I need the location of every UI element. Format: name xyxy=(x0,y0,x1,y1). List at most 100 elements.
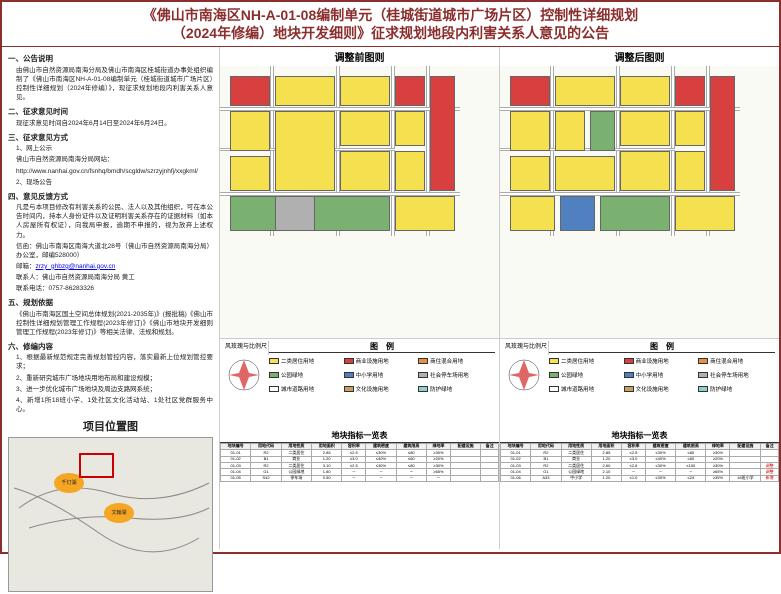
table-before-title: 地块指标一览表 xyxy=(220,429,499,443)
map-before-title: 调整前图则 xyxy=(220,47,499,66)
legend-item: 防护绿地 xyxy=(418,383,493,396)
parcel xyxy=(395,196,455,231)
parcel xyxy=(510,156,550,191)
s4-contact: 联系人：佛山市自然资源局南海分局 黄工 xyxy=(8,273,213,282)
table-cell xyxy=(450,475,480,481)
wind-rose-2 xyxy=(504,355,549,397)
table-cell: 1.20 xyxy=(591,475,621,481)
legend-swatch xyxy=(549,358,559,364)
legend-item: 商住混合用地 xyxy=(698,355,773,368)
legend-label: 商业设施用地 xyxy=(636,357,669,365)
map-after-canvas xyxy=(500,66,779,338)
legend-swatch xyxy=(269,386,279,392)
legend-label: 防护绿地 xyxy=(710,385,732,393)
s4-email: 邮箱：zrzy_ghbzg@nanhai.gov.cn xyxy=(8,262,213,271)
parcel xyxy=(600,196,670,231)
legend-item: 防护绿地 xyxy=(698,383,773,396)
legend-item: 公园绿地 xyxy=(549,369,624,382)
wind-rose-1 xyxy=(224,355,269,397)
table-cell: 01-06 xyxy=(501,475,531,481)
parcel xyxy=(560,196,595,231)
legend-label: 城市道路用地 xyxy=(561,385,594,393)
s3-item2: 佛山市自然资源局南海分局网站： xyxy=(8,155,213,164)
legend-item: 城市道路用地 xyxy=(269,383,344,396)
legend-row: 风玫瑰与比例尺 图 例 二类居住用地商业设施用地商住混合用地公园绿地中小学用地社… xyxy=(220,339,779,429)
legend-item: 文化设施用地 xyxy=(344,383,419,396)
s4-body: 凡是与本项目修改有利害关系的公民、法人以及其他组织，可在本公告时间内，持本人身份… xyxy=(8,203,213,239)
s6-2: 2、重新研究城市广场地块用地布局和建设规模； xyxy=(8,374,213,383)
section1-title: 一、公告说明 xyxy=(8,54,213,65)
legend-swatch xyxy=(698,386,708,392)
parcel xyxy=(395,151,425,191)
table-cell: S42 xyxy=(251,475,281,481)
legend-item: 商住混合用地 xyxy=(418,355,493,368)
table-cell: A33 xyxy=(531,475,561,481)
parcel xyxy=(275,76,335,106)
s4-phone: 联系电话：0757-86283326 xyxy=(8,284,213,293)
s6-4: 4、新增1所18班小学、1处社区文化活动站、1处社区党群服务中心。 xyxy=(8,396,213,414)
legend-label: 中小学用地 xyxy=(636,371,664,379)
legend-swatch xyxy=(269,372,279,378)
legend-items-1: 二类居住用地商业设施用地商住混合用地公园绿地中小学用地社会停车场用地城市道路用地… xyxy=(269,355,495,397)
legend-label: 社会停车场用地 xyxy=(430,371,469,379)
legend-item: 商业设施用地 xyxy=(624,355,699,368)
section4-title: 四、意见反馈方式 xyxy=(8,192,213,203)
parcel xyxy=(510,196,555,231)
legend-swatch xyxy=(344,372,354,378)
legend-item: 中小学用地 xyxy=(344,369,419,382)
legend-item: 城市道路用地 xyxy=(549,383,624,396)
s3-item1: 1、网上公示 xyxy=(8,144,213,153)
legend-label: 文化设施用地 xyxy=(636,385,669,393)
parcel xyxy=(230,76,270,106)
table-cell: ≤24 xyxy=(676,475,706,481)
parcel xyxy=(510,76,550,106)
s3-item3: 2、现场公告 xyxy=(8,178,213,187)
location-map-title: 项目位置图 xyxy=(8,420,213,435)
legend-label: 公园绿地 xyxy=(281,371,303,379)
section2-body: 现征求意见时间自2024年6月14日至2024年6月24日。 xyxy=(8,119,213,128)
parcel xyxy=(555,156,615,191)
table-cell: 停车场 xyxy=(281,475,311,481)
legend-swatch xyxy=(698,358,708,364)
table-cell: － xyxy=(396,475,426,481)
section6-title: 六、修编内容 xyxy=(8,342,213,353)
legend-swatch xyxy=(418,358,428,364)
legend-item: 文化设施用地 xyxy=(624,383,699,396)
legend-swatch xyxy=(344,358,354,364)
legend-item: 公园绿地 xyxy=(269,369,344,382)
table-cell: ≤30% xyxy=(645,475,675,481)
email-link[interactable]: zrzy_ghbzg@nanhai.gov.cn xyxy=(36,263,116,270)
parcel xyxy=(675,196,735,231)
table-after: 地块编号用地代码用地性质用地面积容积率建筑密度建筑限高绿地率配建设施备注01-0… xyxy=(500,443,779,482)
legend-label: 商住混合用地 xyxy=(430,357,463,365)
table-after-col: 地块指标一览表 地块编号用地代码用地性质用地面积容积率建筑密度建筑限高绿地率配建… xyxy=(500,429,779,549)
table-cell: ≥35% xyxy=(706,475,730,481)
section1-body: 由佛山市自然资源局南海分局及佛山市南海区桂城街道办事处组织编制了《佛山市南海区N… xyxy=(8,66,213,102)
table-cell: 新增 xyxy=(761,475,779,481)
legend-swatch xyxy=(624,372,634,378)
parcel xyxy=(340,151,390,191)
legend-label: 二类居住用地 xyxy=(561,357,594,365)
legend-swatch xyxy=(418,386,428,392)
legend-title-2: 图 例 xyxy=(549,341,775,353)
table-cell: － xyxy=(427,475,451,481)
parcel xyxy=(675,151,705,191)
main-content: 一、公告说明 由佛山市自然资源局南海分局及佛山市南海区桂城街道办事处组织编制了《… xyxy=(2,47,779,549)
parcel xyxy=(555,111,585,151)
legend-item: 商业设施用地 xyxy=(344,355,419,368)
table-cell: 0.50 xyxy=(312,475,342,481)
legend-swatch xyxy=(344,386,354,392)
table-after-title: 地块指标一览表 xyxy=(500,429,779,443)
parcel xyxy=(340,111,390,146)
s5-body: 《佛山市南海区国土空间总体规划(2021-2035年)》(报批稿)《佛山市控制性… xyxy=(8,310,213,337)
title-line1: 《佛山市南海区NH-A-01-08编制单元（桂城街道城市广场片区）控制性详细规划 xyxy=(10,6,771,24)
table-before-col: 地块指标一览表 地块编号用地代码用地性质用地面积容积率建筑密度建筑限高绿地率配建… xyxy=(220,429,500,549)
map-after-col: 调整后图则 xyxy=(500,47,779,338)
legend-label: 商住混合用地 xyxy=(710,357,743,365)
parcel xyxy=(230,111,270,151)
table-row: 01-05S42停车场0.50－－－－ xyxy=(221,475,499,481)
legend-swatch xyxy=(624,386,634,392)
announcement-header: 《佛山市南海区NH-A-01-08编制单元（桂城街道城市广场片区）控制性详细规划… xyxy=(2,2,779,47)
parcel xyxy=(395,111,425,146)
location-map: 千灯湖 文翰湖 xyxy=(8,437,213,592)
